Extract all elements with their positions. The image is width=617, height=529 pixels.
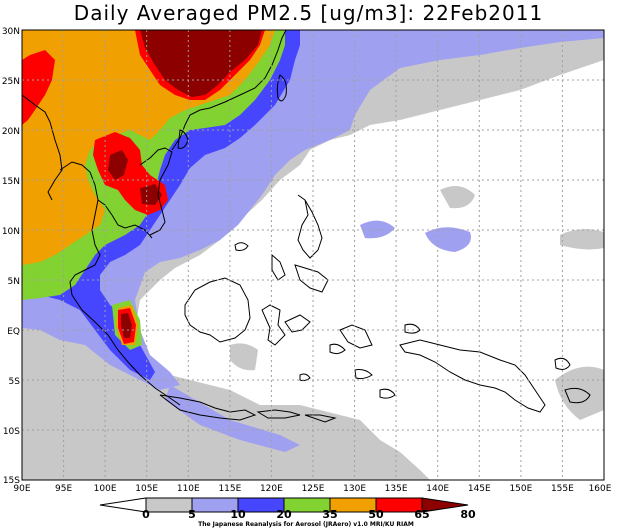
lon-label: 160E	[589, 484, 612, 494]
lon-label: 155E	[551, 484, 574, 494]
lat-label: 15S	[3, 476, 20, 486]
colorbar-tick-label: 80	[460, 508, 476, 521]
lat-label: 10N	[2, 227, 20, 237]
lat-label: 20N	[2, 127, 20, 137]
lon-label: 110E	[177, 484, 200, 494]
lon-label: 90E	[13, 484, 30, 494]
colorbar: 0 5 10 20 35 50 65 80 The Japanese Reana…	[99, 497, 476, 528]
lat-label: 30N	[2, 27, 20, 37]
colorbar-tick-label: 10	[230, 508, 246, 521]
latitude-labels: 30N 25N 20N 15N 10N 5N EQ 5S 10S 15S	[2, 27, 20, 486]
lon-label: 125E	[302, 484, 325, 494]
colorbar-tick-label: 20	[276, 508, 292, 521]
colorbar-tick-label: 5	[188, 508, 196, 521]
lon-label: 115E	[218, 484, 241, 494]
colorbar-tick-label: 0	[142, 508, 150, 521]
colorbar-segment	[99, 497, 147, 513]
colorbar-tick-label: 65	[414, 508, 429, 521]
lat-label: 5S	[9, 377, 21, 387]
lat-label: 25N	[2, 77, 20, 87]
data-credit: The Japanese Reanalysis for Aerosol (JRA…	[198, 521, 414, 528]
longitude-labels: 90E 95E 100E 105E 110E 115E 120E 125E 13…	[13, 484, 611, 494]
lon-label: 105E	[135, 484, 158, 494]
lon-label: 130E	[343, 484, 366, 494]
graticule	[22, 30, 604, 480]
plot-frame	[21, 29, 605, 481]
lon-label: 145E	[468, 484, 491, 494]
coastlines	[22, 30, 591, 423]
lon-label: 140E	[426, 484, 449, 494]
lon-label: 100E	[94, 484, 117, 494]
map-title: Daily Averaged PM2.5 [ug/m3]: 22Feb2011	[73, 1, 544, 25]
colorbar-segment	[421, 497, 469, 513]
lat-label: EQ	[7, 327, 20, 337]
colorbar-tick-label: 50	[368, 508, 384, 521]
pm25-level-80plus	[140, 30, 262, 97]
lat-label: 10S	[3, 427, 20, 437]
colorbar-tick-label: 35	[322, 508, 337, 521]
lat-label: 15N	[2, 177, 20, 187]
colorbar-segment	[145, 497, 193, 513]
lon-label: 120E	[260, 484, 283, 494]
lat-label: 5N	[8, 277, 20, 287]
lon-label: 150E	[509, 484, 532, 494]
lon-label: 135E	[385, 484, 408, 494]
lon-label: 95E	[55, 484, 72, 494]
